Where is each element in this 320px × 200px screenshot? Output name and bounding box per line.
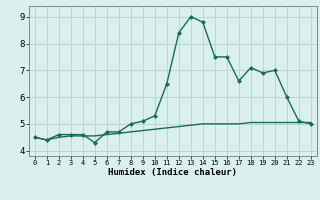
X-axis label: Humidex (Indice chaleur): Humidex (Indice chaleur) (108, 168, 237, 177)
